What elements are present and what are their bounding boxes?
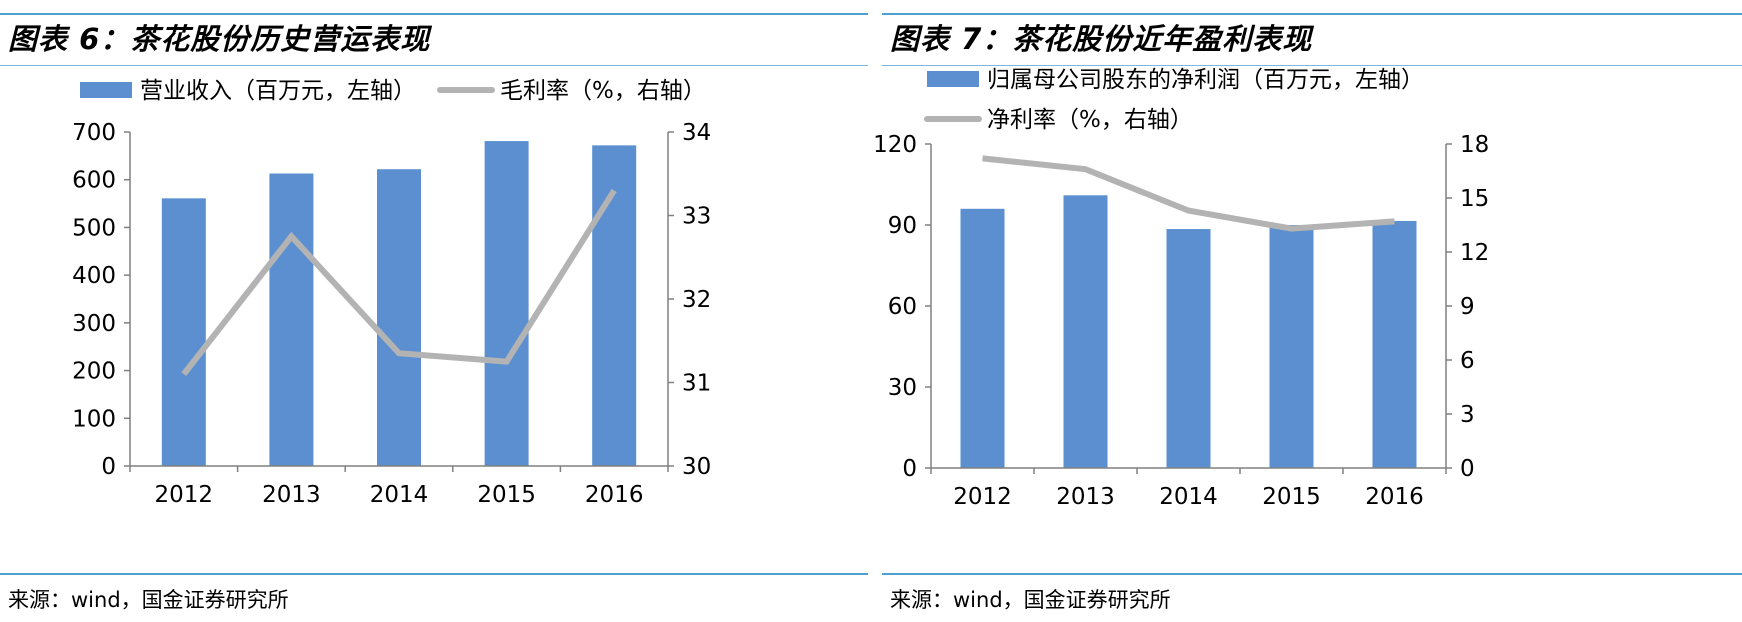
source-note: 来源：wind，国金证券研究所 [890,588,1171,612]
y-right-tick-label: 0 [1460,456,1475,482]
y-left-tick-label: 100 [72,406,116,432]
title-rule [0,65,868,66]
bar-2016 [1372,220,1417,468]
x-tick-label-2013: 2013 [1056,484,1115,510]
x-tick-label-2012: 2012 [155,482,214,508]
x-tick-label-2016: 2016 [1365,484,1424,510]
y-left-tick-label: 500 [72,215,116,241]
bar-2014 [377,169,421,466]
x-tick-label-2013: 2013 [262,482,321,508]
y-left-tick-label: 600 [72,168,116,194]
top-rule [0,13,868,15]
legend-bar-swatch [927,71,979,87]
y-right-tick-label: 32 [682,287,711,313]
bar-2014 [1166,229,1211,468]
x-tick-label-2015: 2015 [1262,484,1321,510]
bar-2012 [161,198,206,466]
figure-title: 图表 6：茶花股份历史营运表现 [8,22,431,56]
bar-2013 [269,173,314,467]
x-tick-label-2012: 2012 [953,484,1012,510]
bar-2012 [960,208,1005,469]
y-right-tick-label: 12 [1460,240,1489,266]
y-right-tick-label: 34 [682,120,711,146]
y-left-tick-label: 120 [873,132,917,158]
source-note: 来源：wind，国金证券研究所 [8,588,289,612]
bottom-rule [0,573,868,575]
y-left-tick-label: 400 [72,263,116,289]
y-left-tick-label: 300 [72,311,116,337]
figure-title: 图表 7：茶花股份近年盈利表现 [890,22,1313,56]
y-right-tick-label: 30 [682,454,711,480]
y-left-tick-label: 0 [101,454,116,480]
y-right-tick-label: 15 [1460,186,1489,212]
y-left-tick-label: 90 [888,213,917,239]
y-right-tick-label: 3 [1460,402,1475,428]
top-rule [882,13,1742,15]
y-right-tick-label: 18 [1460,132,1489,158]
legend-line-label: 净利率（%，右轴） [987,107,1193,133]
series-line-1 [982,155,1395,232]
bottom-rule [882,573,1742,575]
y-left-tick-label: 60 [888,294,917,320]
chart-panel-fig6: 图表 6：茶花股份历史营运表现 营业收入（百万元，左轴） 毛利率（%，右轴） 0 10… [0,0,868,622]
y-left-tick-label: 30 [888,375,917,401]
bar-2015 [484,141,529,466]
chart-canvas-fig7: 归属母公司股东的净利润（百万元，左轴） 净利率（%，右轴） 0 30 60 90 120 0 3… [873,67,1489,510]
y-right-tick-label: 31 [682,371,711,397]
x-tick-label-2015: 2015 [477,482,536,508]
y-left-tick-label: 200 [72,359,116,385]
legend-bar-label: 营业收入（百万元，左轴） [140,78,416,104]
x-tick-label-2014: 2014 [370,482,429,508]
y-left-tick-label: 0 [902,456,917,482]
y-left-tick-label: 700 [72,120,116,146]
legend-line-label: 毛利率（%，右轴） [500,78,706,104]
bar-2013 [1063,195,1108,469]
bar-2015 [1269,225,1314,468]
bar-2016 [592,145,637,467]
x-tick-label-2016: 2016 [585,482,644,508]
y-right-tick-label: 9 [1460,294,1475,320]
y-right-tick-label: 6 [1460,348,1475,374]
legend-bar-label: 归属母公司股东的净利润（百万元，左轴） [987,67,1424,93]
legend-bar-swatch [80,82,132,98]
y-right-tick-label: 33 [682,204,711,230]
chart-canvas-fig6: 营业收入（百万元，左轴） 毛利率（%，右轴） 0 100 200 300 400 500 600… [72,78,711,508]
x-tick-label-2014: 2014 [1159,484,1218,510]
chart-panel-fig7: 图表 7：茶花股份近年盈利表现 归属母公司股东的净利润（百万元，左轴） 净利率（%… [873,0,1742,622]
title-rule [882,65,1742,66]
